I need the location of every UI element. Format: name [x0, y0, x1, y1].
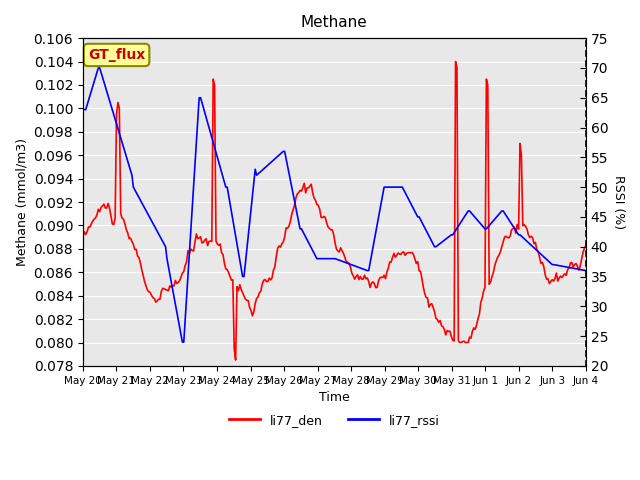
Text: GT_flux: GT_flux: [88, 48, 145, 62]
X-axis label: Time: Time: [319, 391, 349, 404]
Legend: li77_den, li77_rssi: li77_den, li77_rssi: [224, 409, 445, 432]
Title: Methane: Methane: [301, 15, 368, 30]
Y-axis label: RSSI (%): RSSI (%): [612, 175, 625, 229]
Y-axis label: Methane (mmol/m3): Methane (mmol/m3): [15, 138, 28, 266]
